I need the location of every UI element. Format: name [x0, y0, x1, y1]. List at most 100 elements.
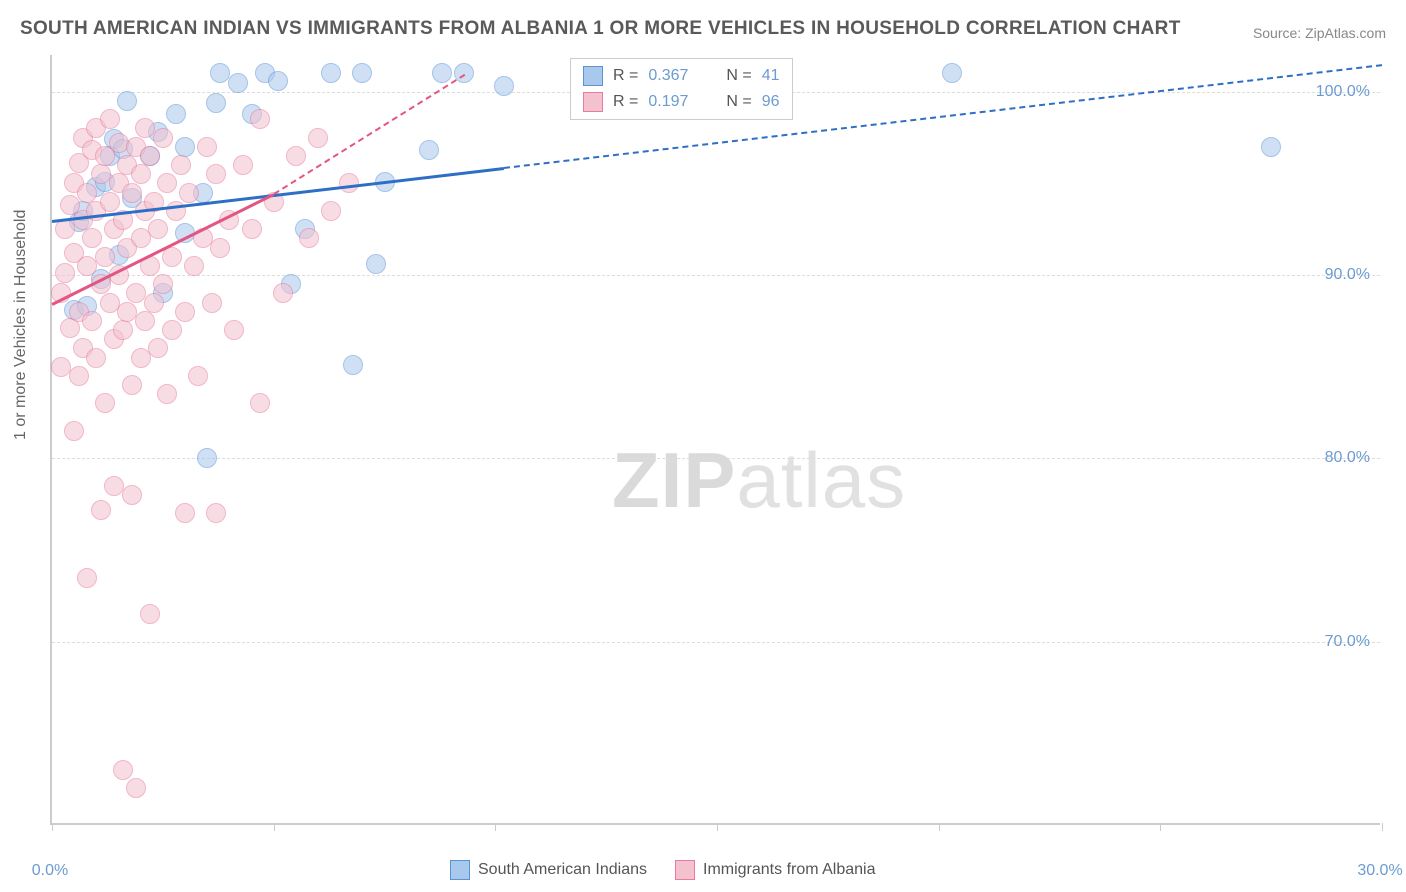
y-tick-label: 80.0%: [1325, 449, 1370, 467]
data-point: [153, 128, 173, 148]
data-point: [352, 63, 372, 83]
legend-item: Immigrants from Albania: [675, 860, 876, 880]
x-tick: [1382, 823, 1383, 831]
data-point: [250, 393, 270, 413]
data-point: [162, 320, 182, 340]
data-point: [126, 778, 146, 798]
data-point: [286, 146, 306, 166]
data-point: [157, 173, 177, 193]
data-point: [343, 355, 363, 375]
x-tick: [1160, 823, 1161, 831]
x-tick-label: 30.0%: [1357, 862, 1402, 880]
x-tick-label: 0.0%: [32, 862, 68, 880]
data-point: [210, 238, 230, 258]
legend-row: R =0.197N =96: [583, 89, 780, 115]
data-point: [321, 63, 341, 83]
data-point: [113, 760, 133, 780]
x-tick: [274, 823, 275, 831]
x-tick: [495, 823, 496, 831]
y-tick-label: 70.0%: [1325, 633, 1370, 651]
x-tick: [52, 823, 53, 831]
series-legend: South American Indians Immigrants from Al…: [450, 860, 876, 880]
data-point: [166, 104, 186, 124]
legend-item: South American Indians: [450, 860, 647, 880]
data-point: [188, 366, 208, 386]
data-point: [171, 155, 191, 175]
data-point: [202, 293, 222, 313]
data-point: [268, 71, 288, 91]
data-point: [206, 164, 226, 184]
data-point: [494, 76, 514, 96]
chart-title: SOUTH AMERICAN INDIAN VS IMMIGRANTS FROM…: [20, 18, 1181, 40]
legend-n-value: 96: [762, 93, 780, 111]
data-point: [77, 183, 97, 203]
data-point: [184, 256, 204, 276]
data-point: [140, 604, 160, 624]
data-point: [64, 421, 84, 441]
data-point: [144, 293, 164, 313]
data-point: [122, 485, 142, 505]
data-point: [55, 263, 75, 283]
data-point: [148, 219, 168, 239]
correlation-legend: R =0.367N =41R =0.197N =96: [570, 58, 793, 120]
data-point: [157, 384, 177, 404]
data-point: [228, 73, 248, 93]
y-tick-label: 100.0%: [1316, 83, 1370, 101]
data-point: [135, 311, 155, 331]
data-point: [242, 219, 262, 239]
data-point: [148, 338, 168, 358]
data-point: [95, 393, 115, 413]
data-point: [77, 568, 97, 588]
data-point: [206, 93, 226, 113]
legend-n-label: N =: [726, 93, 751, 111]
data-point: [82, 228, 102, 248]
legend-n-value: 41: [762, 67, 780, 85]
data-point: [308, 128, 328, 148]
data-point: [91, 500, 111, 520]
data-point: [197, 448, 217, 468]
legend-r-label: R =: [613, 93, 638, 111]
x-tick: [939, 823, 940, 831]
source-link[interactable]: ZipAtlas.com: [1305, 25, 1386, 41]
data-point: [366, 254, 386, 274]
data-point: [122, 375, 142, 395]
data-point: [206, 503, 226, 523]
data-point: [95, 247, 115, 267]
legend-n-label: N =: [726, 67, 751, 85]
watermark: ZIPatlas: [612, 435, 906, 526]
data-point: [122, 183, 142, 203]
data-point: [113, 320, 133, 340]
data-point: [109, 133, 129, 153]
legend-r-label: R =: [613, 67, 638, 85]
data-point: [86, 348, 106, 368]
data-point: [117, 91, 137, 111]
data-point: [432, 63, 452, 83]
scatter-plot-area: ZIPatlas 70.0% 80.0% 90.0% 100.0%: [50, 55, 1380, 825]
data-point: [69, 366, 89, 386]
legend-swatch: [450, 860, 470, 880]
source-attribution: Source: ZipAtlas.com: [1253, 25, 1386, 41]
data-point: [233, 155, 253, 175]
data-point: [250, 109, 270, 129]
legend-swatch: [583, 66, 603, 86]
data-point: [175, 302, 195, 322]
x-tick: [717, 823, 718, 831]
watermark-bold: ZIP: [612, 436, 736, 524]
data-point: [153, 274, 173, 294]
legend-label: South American Indians: [478, 861, 647, 879]
legend-row: R =0.367N =41: [583, 63, 780, 89]
legend-label: Immigrants from Albania: [703, 861, 876, 879]
y-tick-label: 90.0%: [1325, 266, 1370, 284]
data-point: [179, 183, 199, 203]
data-point: [1261, 137, 1281, 157]
data-point: [197, 137, 217, 157]
gridline: [52, 458, 1380, 459]
data-point: [140, 146, 160, 166]
source-prefix: Source:: [1253, 25, 1305, 41]
data-point: [419, 140, 439, 160]
watermark-light: atlas: [736, 436, 906, 524]
data-point: [224, 320, 244, 340]
data-point: [100, 192, 120, 212]
y-axis-label: 1 or more Vehicles in Household: [12, 210, 30, 440]
data-point: [273, 283, 293, 303]
